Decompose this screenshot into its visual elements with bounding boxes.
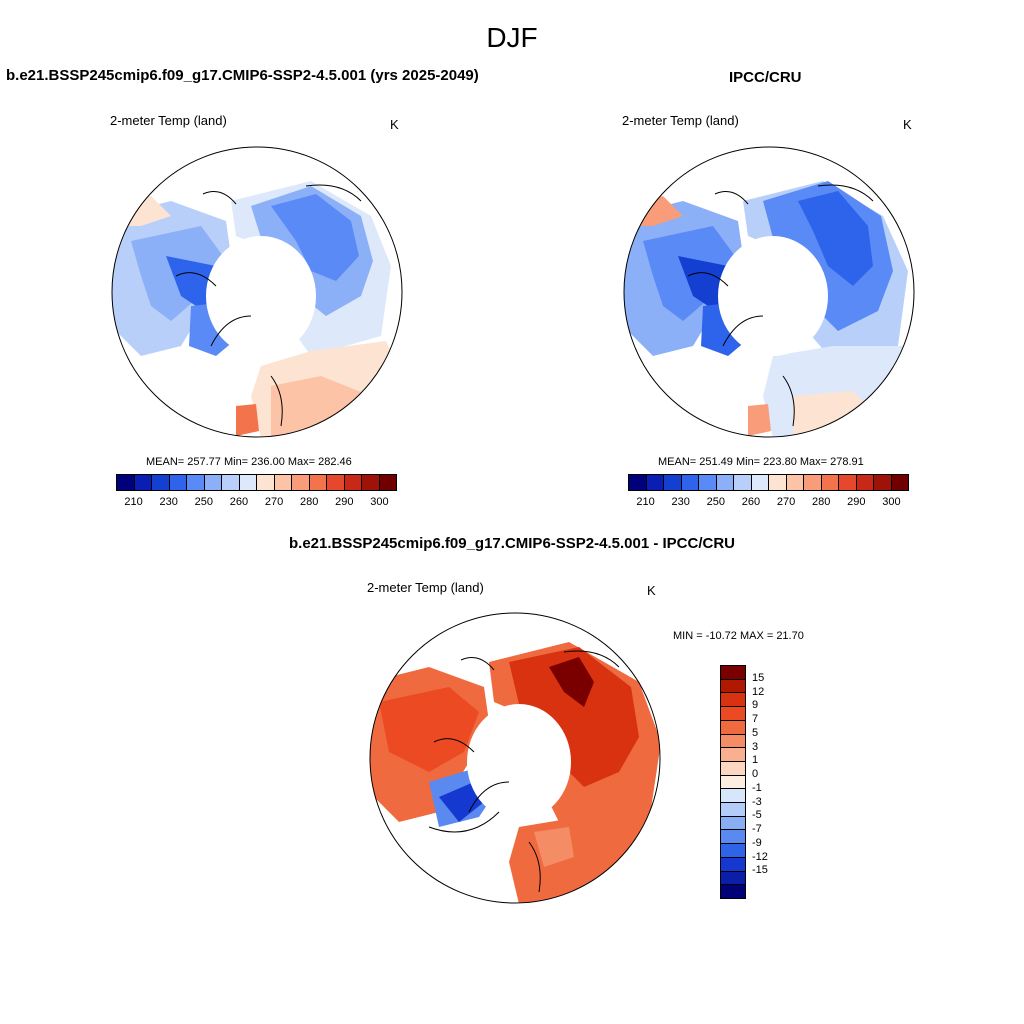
colorbar-swatch [856,475,874,490]
colorbar-swatch [309,475,327,490]
colorbar-swatch [721,830,745,845]
model-units-label: K [390,117,399,132]
main-title: DJF [486,22,538,53]
colorbar-swatch [327,475,345,490]
colorbar-tick-label: -1 [752,781,762,794]
colorbar-tick-label: 250 [706,496,725,508]
colorbar-swatch [629,475,647,490]
colorbar-tick-label: -3 [752,795,762,808]
colorbar-swatch [239,475,257,490]
colorbar-swatch [187,475,205,490]
colorbar-swatch [344,475,362,490]
model-stats: MEAN= 257.77 Min= 236.00 Max= 282.46 [146,456,352,468]
colorbar-swatch [152,475,170,490]
colorbar-swatch [721,679,745,694]
colorbar-swatch [804,475,822,490]
colorbar-tick-label: -15 [752,864,768,877]
colorbar-tick-label: 260 [229,496,249,508]
colorbar-tick-label: -5 [752,809,762,822]
colorbar-swatch [721,885,745,898]
obs-stats: MEAN= 251.49 Min= 223.80 Max= 278.91 [658,456,864,468]
colorbar-tick-label: 15 [752,671,765,684]
colorbar-tick-label: 7 [752,713,759,726]
colorbar-swatch [734,475,752,490]
colorbar-tick-label: 3 [752,740,759,753]
colorbar-tick-label: 270 [264,496,284,508]
colorbar-swatch [292,475,310,490]
colorbar-swatch [681,475,699,490]
colorbar-swatch [721,775,745,790]
colorbar-tick-label: 210 [636,496,655,508]
colorbar-tick-label: 270 [776,496,796,508]
colorbar-swatch [169,475,187,490]
colorbar-swatch [721,720,745,735]
colorbar-tick-label: -12 [752,850,768,863]
colorbar-swatch [222,475,240,490]
diff-units-label: K [647,583,656,598]
colorbar-tick-label: 280 [812,496,831,508]
colorbar-tick-label: 290 [847,496,866,508]
diff-variable-label: 2-meter Temp (land) [367,580,484,595]
colorbar-swatch [716,475,734,490]
colorbar-swatch [721,803,745,817]
obs-polar-map [623,146,915,438]
colorbar-swatch [362,475,380,490]
colorbar-tick-label: -9 [752,836,762,849]
colorbar-swatch [117,475,135,490]
colorbar-tick-label: 230 [159,496,178,508]
colorbar-swatch [646,475,664,490]
colorbar-swatch [721,666,745,680]
colorbar-tick-label: 290 [335,496,354,508]
colorbar-swatch [721,857,745,872]
colorbar-swatch [204,475,222,490]
colorbar-swatch [721,871,745,886]
model-variable-label: 2-meter Temp (land) [110,113,227,128]
model-colorbar [116,474,397,491]
colorbar-tick-label: 260 [741,496,761,508]
colorbar-swatch [821,475,839,490]
colorbar-swatch [664,475,682,490]
obs-colorbar [628,474,909,491]
model-polar-map [111,146,403,438]
obs-variable-label: 2-meter Temp (land) [622,113,739,128]
colorbar-swatch [874,475,892,490]
colorbar-tick-label: 1 [752,754,759,767]
model-panel-title: b.e21.BSSP245cmip6.f09_g17.CMIP6-SSP2-4.… [6,67,479,84]
colorbar-swatch [699,475,717,490]
colorbar-swatch [134,475,152,490]
colorbar-swatch [721,707,745,721]
colorbar-swatch [721,748,745,762]
colorbar-tick-label: 280 [300,496,319,508]
colorbar-swatch [721,816,745,831]
colorbar-tick-label: 9 [752,699,759,712]
colorbar-tick-label: 300 [370,496,389,508]
colorbar-swatch [257,475,275,490]
colorbar-swatch [721,693,745,708]
colorbar-tick-label: 250 [194,496,213,508]
colorbar-swatch [721,844,745,858]
diff-polar-map [369,612,661,904]
colorbar-swatch [721,734,745,749]
colorbar-swatch [891,475,908,490]
colorbar-tick-label: -7 [752,823,762,836]
colorbar-swatch [839,475,857,490]
diff-stats: MIN = -10.72 MAX = 21.70 [673,630,804,642]
colorbar-tick-label: 12 [752,685,765,698]
diff-colorbar [720,665,746,899]
diff-panel-title: b.e21.BSSP245cmip6.f09_g17.CMIP6-SSP2-4.… [288,535,736,552]
colorbar-swatch [769,475,787,490]
colorbar-tick-label: 5 [752,726,759,739]
colorbar-swatch [786,475,804,490]
colorbar-swatch [751,475,769,490]
colorbar-tick-label: 230 [671,496,690,508]
obs-units-label: K [903,117,912,132]
colorbar-swatch [721,789,745,804]
colorbar-swatch [379,475,396,490]
colorbar-swatch [274,475,292,490]
obs-panel-title: IPCC/CRU [729,69,802,86]
colorbar-tick-label: 210 [124,496,143,508]
colorbar-tick-label: 300 [882,496,901,508]
colorbar-tick-label: 0 [752,768,759,781]
colorbar-swatch [721,761,745,776]
